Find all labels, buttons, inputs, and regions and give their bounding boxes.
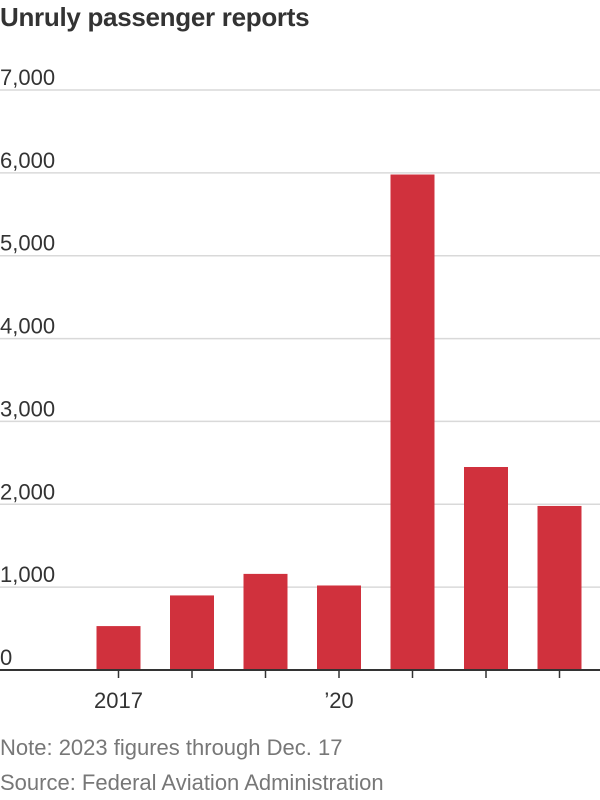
- y-tick-label: 5,000: [0, 231, 55, 256]
- y-tick-label: 7,000: [0, 65, 55, 90]
- y-tick-label: 1,000: [0, 562, 55, 587]
- bar-2023: [537, 505, 582, 670]
- bar-chart: 0 1,000 2,000 3,000 4,000 5,000 6,000 7,000 2017…: [0, 65, 600, 713]
- chart-note: Note: 2023 figures through Dec. 17: [0, 735, 343, 760]
- bars: [96, 174, 582, 670]
- y-tick-label: 0: [0, 645, 12, 670]
- bar-2017: [96, 626, 141, 670]
- x-axis: [0, 669, 600, 678]
- tick-labels: 0 1,000 2,000 3,000 4,000 5,000 6,000 7,000 2017…: [0, 65, 354, 713]
- y-tick-label: 4,000: [0, 314, 55, 339]
- gridlines: [0, 89, 600, 588]
- x-tick-label: 2017: [94, 688, 143, 713]
- x-tick-label: ’20: [324, 688, 353, 713]
- y-tick-label: 3,000: [0, 396, 55, 421]
- bar-2021: [390, 174, 435, 670]
- bar-2018: [170, 595, 214, 670]
- y-tick-label: 2,000: [0, 479, 55, 504]
- y-tick-label: 6,000: [0, 148, 55, 173]
- bar-2020: [317, 585, 361, 670]
- bar-2019: [243, 573, 288, 670]
- bar-2022: [464, 467, 508, 670]
- chart-source: Source: Federal Aviation Administration: [0, 770, 384, 795]
- chart-title: Unruly passenger reports: [0, 2, 310, 32]
